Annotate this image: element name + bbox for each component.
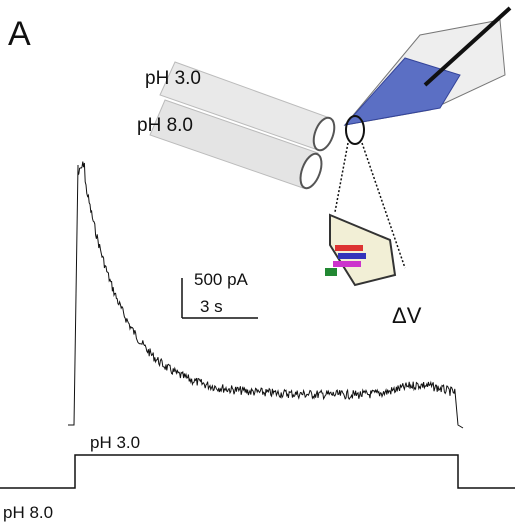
tube-label: pH 8.0 [137,115,193,136]
scale-bar [181,278,258,319]
scale-current: 500 pA [194,270,249,289]
current-trace [68,161,464,429]
ph-protocol [0,454,515,489]
membrane-label: ΔV [392,303,422,328]
scale-time: 3 s [200,297,223,316]
protocol-low: pH 8.0 [3,503,53,522]
tube-label: pH 3.0 [145,68,201,89]
pipette [325,6,512,287]
protocol-high: pH 3.0 [90,433,140,452]
panel-label: A [8,15,31,53]
perfusion-tubes [149,61,336,190]
